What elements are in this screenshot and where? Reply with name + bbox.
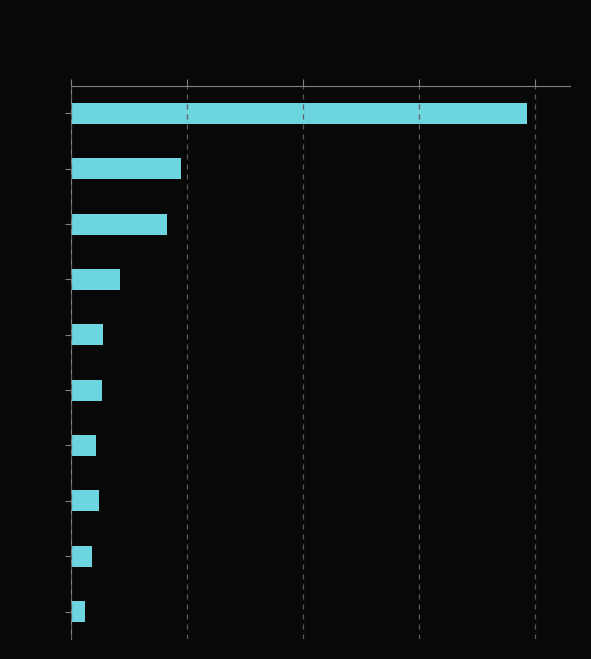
Bar [71,490,99,511]
Bar [71,601,85,622]
Bar [71,546,92,567]
Bar [71,158,181,179]
Bar [71,380,102,401]
Bar [71,214,167,235]
Bar [71,324,103,345]
Bar [71,269,120,290]
Bar [71,435,96,456]
Bar [71,103,527,124]
